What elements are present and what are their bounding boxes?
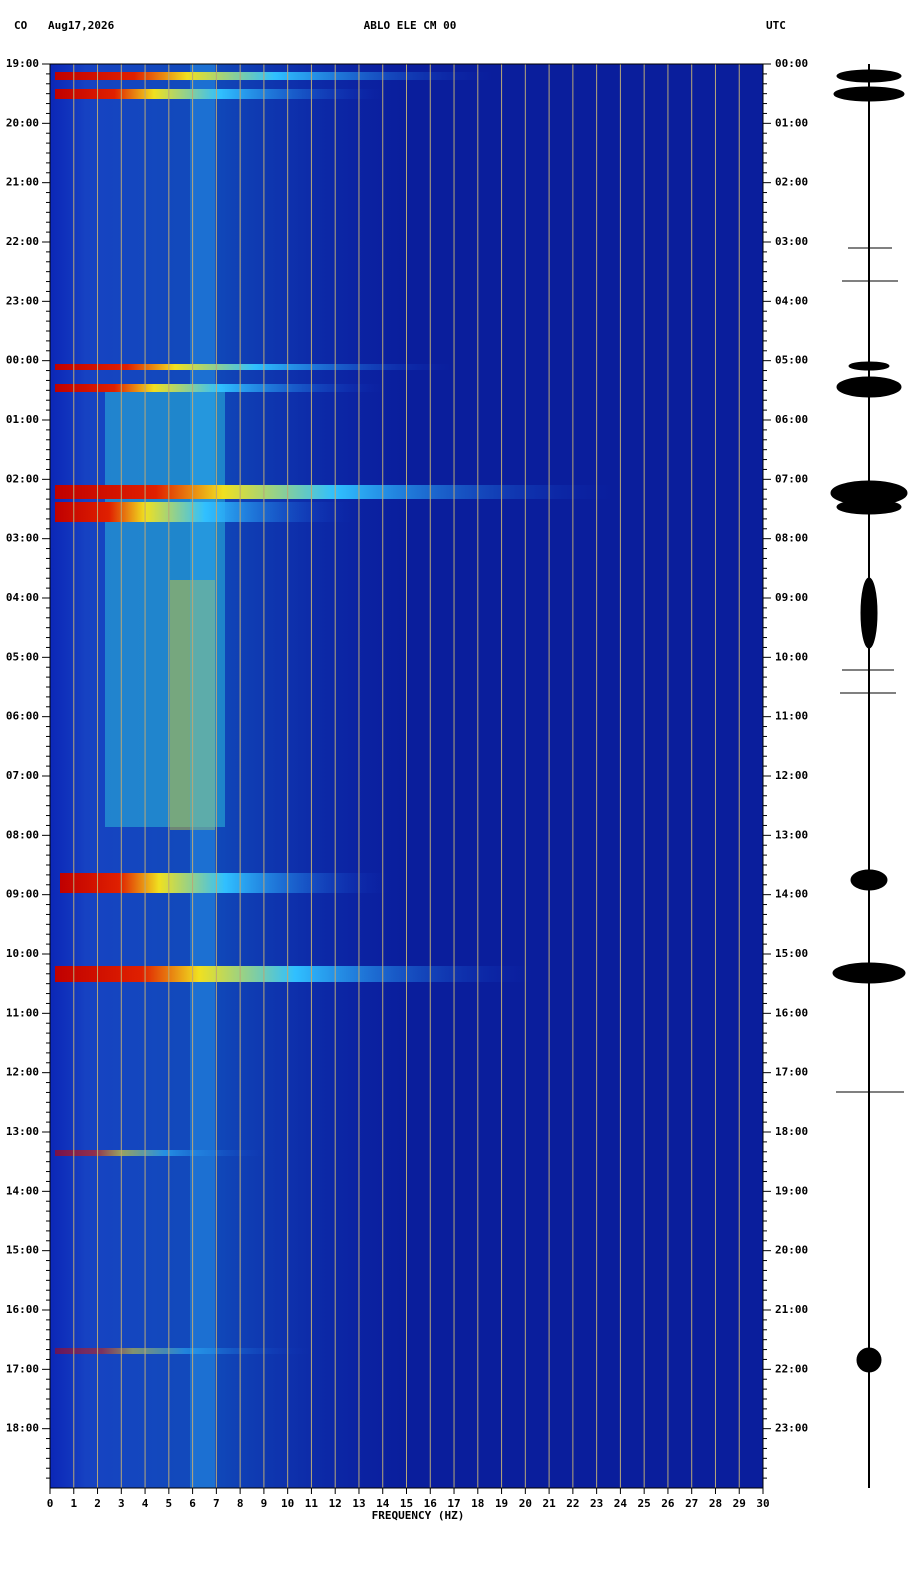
y-tick-label: 12:00 — [6, 1066, 39, 1079]
x-tick-label: 1 — [70, 1497, 77, 1510]
y2-tick-label: 19:00 — [775, 1184, 808, 1197]
x-tick-label: 21 — [542, 1497, 556, 1510]
y2-tick-label: 04:00 — [775, 294, 808, 307]
x-tick-label: 11 — [305, 1497, 319, 1510]
x-tick-label: 27 — [685, 1497, 698, 1510]
x-tick-label: 15 — [400, 1497, 413, 1510]
x-tick-label: 0 — [47, 1497, 54, 1510]
y-tick-label: 01:00 — [6, 413, 39, 426]
x-tick-label: 9 — [261, 1497, 268, 1510]
y-tick-label: 15:00 — [6, 1244, 39, 1257]
y-tick-label: 20:00 — [6, 116, 39, 129]
x-tick-label: 26 — [661, 1497, 675, 1510]
x-tick-label: 7 — [213, 1497, 220, 1510]
x-tick-label: 17 — [447, 1497, 460, 1510]
y-tick-label: 21:00 — [6, 176, 39, 189]
x-tick-label: 23 — [590, 1497, 603, 1510]
y2-tick-label: 02:00 — [775, 176, 808, 189]
y2-tick-label: 18:00 — [775, 1125, 808, 1138]
y2-tick-label: 22:00 — [775, 1362, 808, 1375]
timezone: UTC — [766, 19, 786, 32]
y-tick-label: 14:00 — [6, 1184, 39, 1197]
y-tick-label: 23:00 — [6, 294, 39, 307]
y2-tick-label: 00:00 — [775, 57, 808, 70]
y-tick-label: 04:00 — [6, 591, 39, 604]
y2-tick-label: 11:00 — [775, 710, 808, 723]
y-tick-label: 10:00 — [6, 947, 39, 960]
y2-tick-label: 08:00 — [775, 532, 808, 545]
y-tick-label: 17:00 — [6, 1362, 39, 1375]
x-tick-label: 5 — [166, 1497, 173, 1510]
seismogram — [830, 64, 908, 1488]
y2-tick-label: 21:00 — [775, 1303, 808, 1316]
x-tick-label: 18 — [471, 1497, 484, 1510]
y2-tick-label: 10:00 — [775, 650, 808, 663]
x-tick-label: 3 — [118, 1497, 125, 1510]
y2-tick-label: 13:00 — [775, 828, 808, 841]
x-tick-label: 19 — [495, 1497, 508, 1510]
y2-tick-label: 15:00 — [775, 947, 808, 960]
x-tick-label: 20 — [519, 1497, 532, 1510]
x-tick-label: 4 — [142, 1497, 149, 1510]
y-tick-label: 19:00 — [6, 57, 39, 70]
y-tick-label: 22:00 — [6, 235, 39, 248]
y-tick-label: 02:00 — [6, 472, 39, 485]
y-tick-label: 03:00 — [6, 532, 39, 545]
date: Aug17,2026 — [48, 19, 115, 32]
x-tick-label: 12 — [329, 1497, 342, 1510]
y-tick-label: 11:00 — [6, 1006, 39, 1019]
y2-tick-label: 17:00 — [775, 1066, 808, 1079]
x-tick-label: 16 — [424, 1497, 438, 1510]
y2-tick-label: 07:00 — [775, 472, 808, 485]
y2-tick-label: 20:00 — [775, 1244, 808, 1257]
y2-tick-label: 12:00 — [775, 769, 808, 782]
y-tick-label: 00:00 — [6, 354, 39, 367]
y2-tick-label: 05:00 — [775, 354, 808, 367]
x-tick-label: 13 — [352, 1497, 365, 1510]
y2-tick-label: 09:00 — [775, 591, 808, 604]
y2-tick-label: 23:00 — [775, 1422, 808, 1435]
chart-title: ABLO ELE CM 00 — [364, 19, 457, 32]
x-tick-label: 14 — [376, 1497, 390, 1510]
y-tick-label: 07:00 — [6, 769, 39, 782]
y2-tick-label: 16:00 — [775, 1006, 808, 1019]
y-tick-label: 06:00 — [6, 710, 39, 723]
x-tick-label: 30 — [756, 1497, 769, 1510]
station-code: CO — [14, 19, 28, 32]
y2-tick-label: 14:00 — [775, 888, 808, 901]
x-tick-label: 24 — [614, 1497, 628, 1510]
x-tick-label: 28 — [709, 1497, 722, 1510]
y-tick-label: 16:00 — [6, 1303, 39, 1316]
y-tick-label: 13:00 — [6, 1125, 39, 1138]
x-tick-label: 8 — [237, 1497, 244, 1510]
y2-tick-label: 03:00 — [775, 235, 808, 248]
y-tick-label: 18:00 — [6, 1422, 39, 1435]
x-tick-label: 22 — [566, 1497, 579, 1510]
x-tick-label: 29 — [733, 1497, 746, 1510]
y-tick-label: 05:00 — [6, 650, 39, 663]
x-tick-label: 2 — [94, 1497, 101, 1510]
y2-tick-label: 06:00 — [775, 413, 808, 426]
y-tick-label: 08:00 — [6, 828, 39, 841]
y2-tick-label: 01:00 — [775, 116, 808, 129]
x-tick-label: 6 — [189, 1497, 196, 1510]
x-tick-label: 10 — [281, 1497, 294, 1510]
x-tick-label: 25 — [638, 1497, 651, 1510]
x-axis-label: FREQUENCY (HZ) — [372, 1509, 465, 1522]
y-tick-label: 09:00 — [6, 888, 39, 901]
